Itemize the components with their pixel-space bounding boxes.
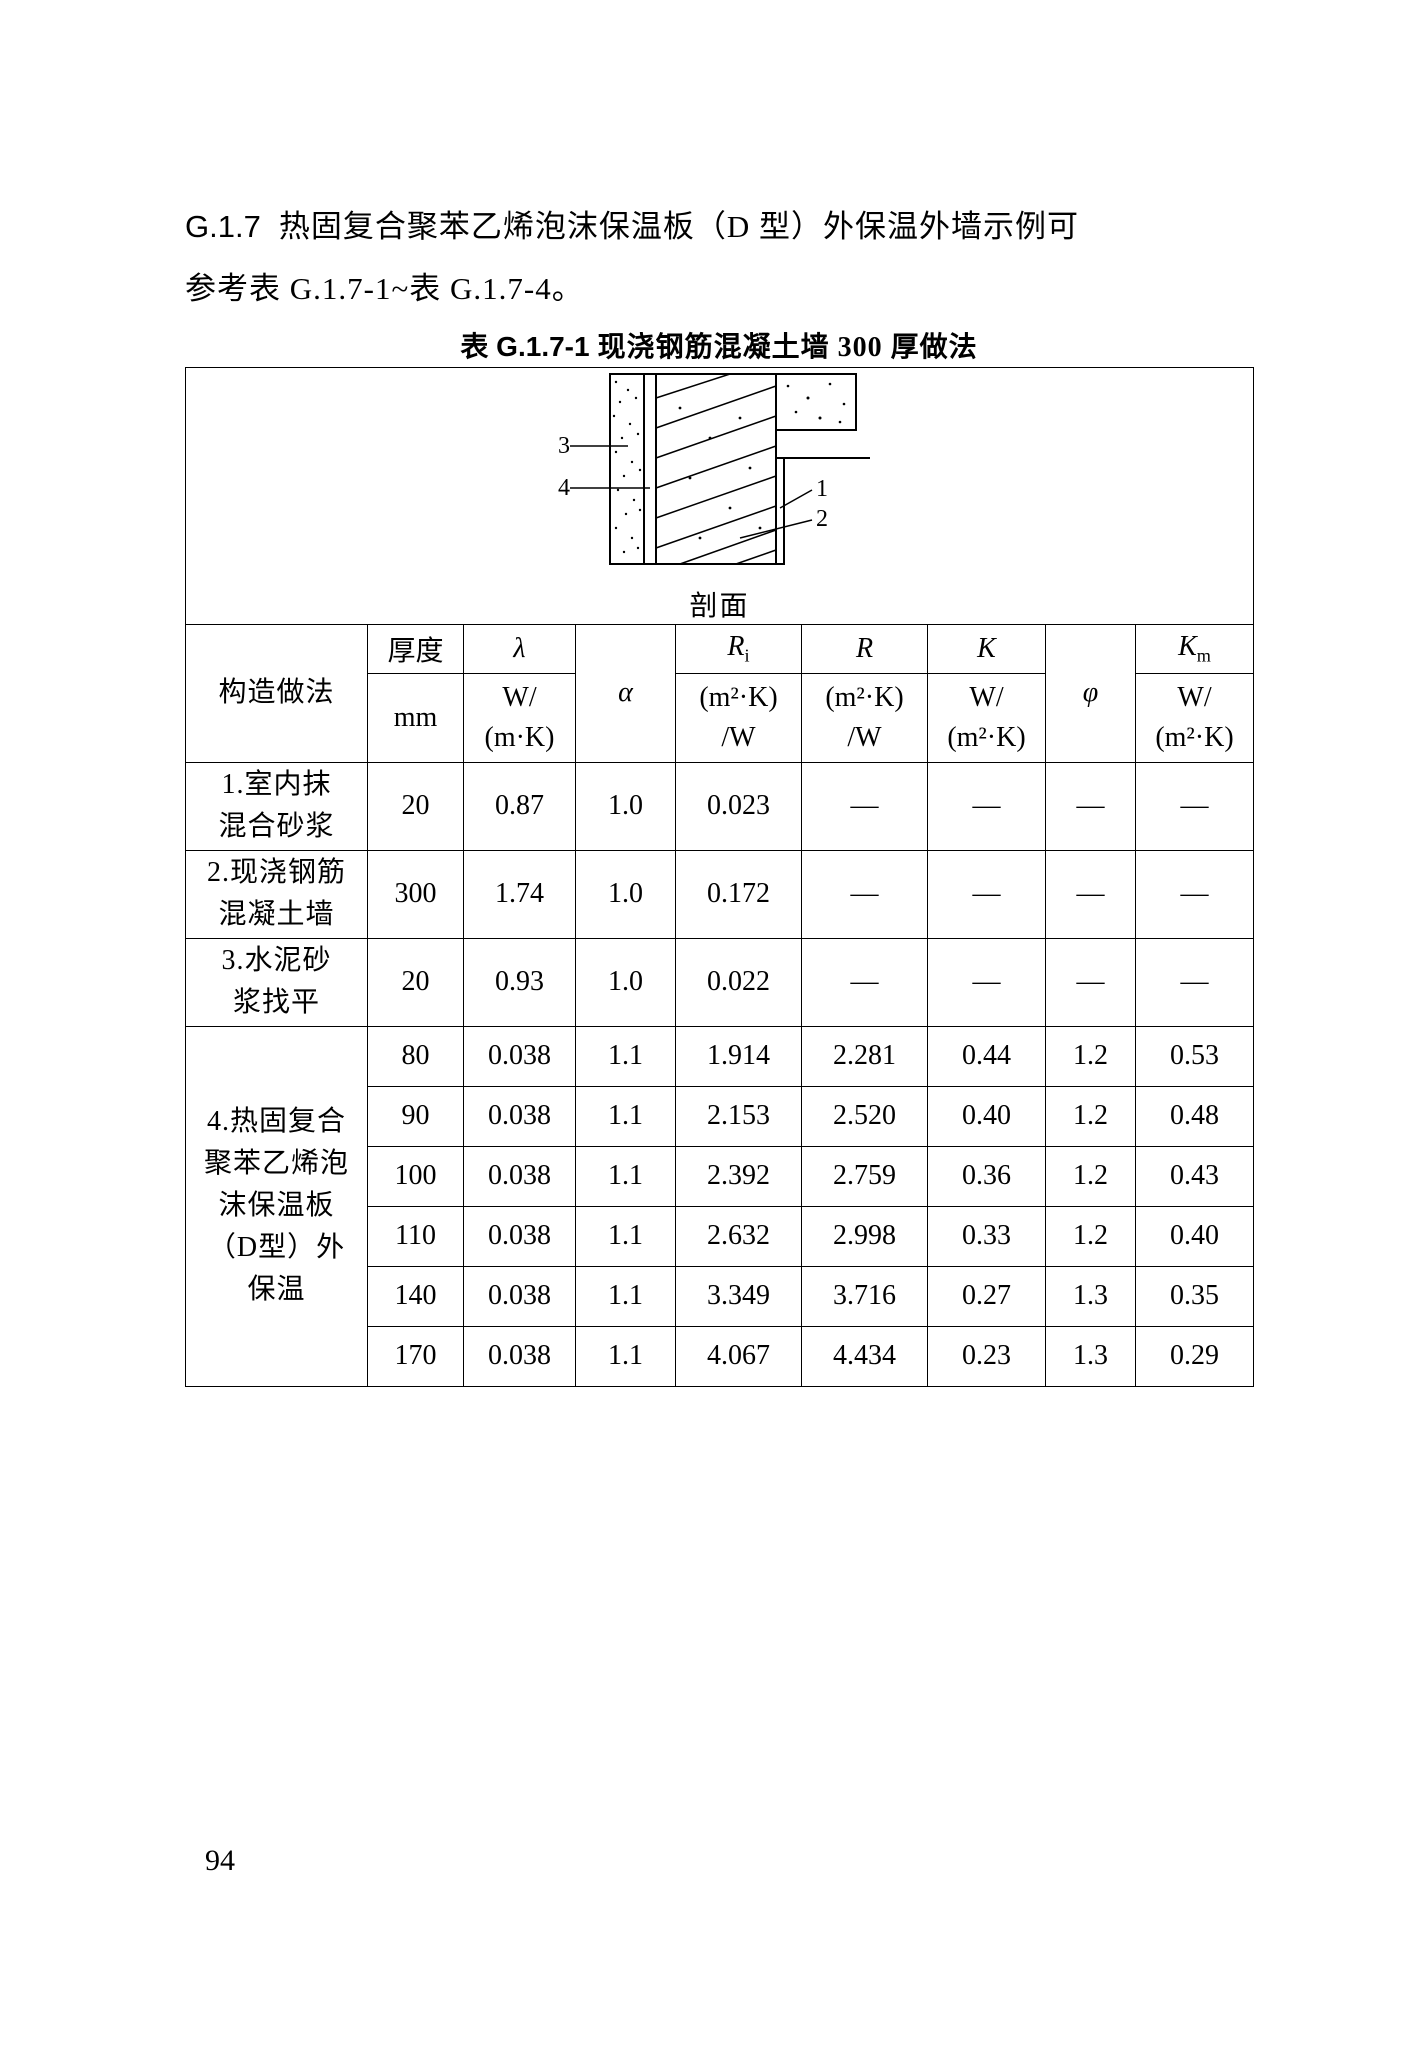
table-title-number: 表 G.1.7-1 (460, 331, 589, 362)
table-row: 3.水泥砂浆找平 20 0.93 1.0 0.022 — — — — (186, 938, 1254, 1026)
col-r: R (802, 624, 928, 673)
unit-mm: mm (368, 673, 464, 762)
table-row: 4.热固复合聚苯乙烯泡沫保温板（D型）外保温 80 0.038 1.1 1.91… (186, 1026, 1254, 1086)
col-phi: φ (1046, 624, 1136, 762)
diagram-label-1: 1 (816, 476, 828, 502)
table-row: 1.室内抹混合砂浆 20 0.87 1.0 0.023 — — — — (186, 762, 1254, 850)
unit-r: (m²·K)/W (802, 673, 928, 762)
table-title: 表 G.1.7-1 现浇钢筋混凝土墙 300 厚做法 (185, 325, 1253, 365)
section-paragraph-line2: 参考表 G.1.7-1~表 G.1.7-4。 (185, 262, 1253, 316)
table-figure-row: 3 4 1 2 剖面 (186, 367, 1254, 624)
unit-k: W/(m²·K) (928, 673, 1046, 762)
table-row: 2.现浇钢筋混凝土墙 300 1.74 1.0 0.172 — — — — (186, 850, 1254, 938)
col-k: K (928, 624, 1046, 673)
col-lambda: λ (464, 624, 576, 673)
section-number: G.1.7 (185, 209, 261, 244)
section-diagram: 3 4 1 2 (540, 368, 900, 578)
unit-lambda: W/(m·K) (464, 673, 576, 762)
col-construction: 构造做法 (186, 624, 368, 762)
row-label-insulation: 4.热固复合聚苯乙烯泡沫保温板（D型）外保温 (186, 1026, 368, 1386)
row-label: 3.水泥砂浆找平 (186, 938, 368, 1026)
section-paragraph: G.1.7 热固复合聚苯乙烯泡沫保温板（D 型）外保温外墙示例可 (185, 200, 1253, 254)
col-ri: Ri (676, 624, 802, 673)
diagram-label-3: 3 (558, 433, 570, 459)
section-text-1: 热固复合聚苯乙烯泡沫保温板（D 型）外保温外墙示例可 (279, 209, 1079, 244)
diagram-label-4: 4 (558, 475, 570, 501)
diagram-label-2: 2 (816, 506, 828, 532)
unit-ri: (m²·K)/W (676, 673, 802, 762)
header-row-1: 构造做法 厚度 λ α Ri R K φ Km (186, 624, 1254, 673)
data-table: 3 4 1 2 剖面 构造做法 厚度 λ α Ri (185, 367, 1254, 1387)
figure-cell: 3 4 1 2 剖面 (186, 367, 1254, 624)
col-alpha: α (576, 624, 676, 762)
col-thickness: 厚度 (368, 624, 464, 673)
page-number: 94 (205, 1844, 235, 1878)
unit-km: W/(m²·K) (1136, 673, 1254, 762)
row-label: 2.现浇钢筋混凝土墙 (186, 850, 368, 938)
col-km: Km (1136, 624, 1254, 673)
table-title-text: 现浇钢筋混凝土墙 300 厚做法 (598, 332, 978, 363)
row-label: 1.室内抹混合砂浆 (186, 762, 368, 850)
figure-caption: 剖面 (690, 584, 750, 624)
